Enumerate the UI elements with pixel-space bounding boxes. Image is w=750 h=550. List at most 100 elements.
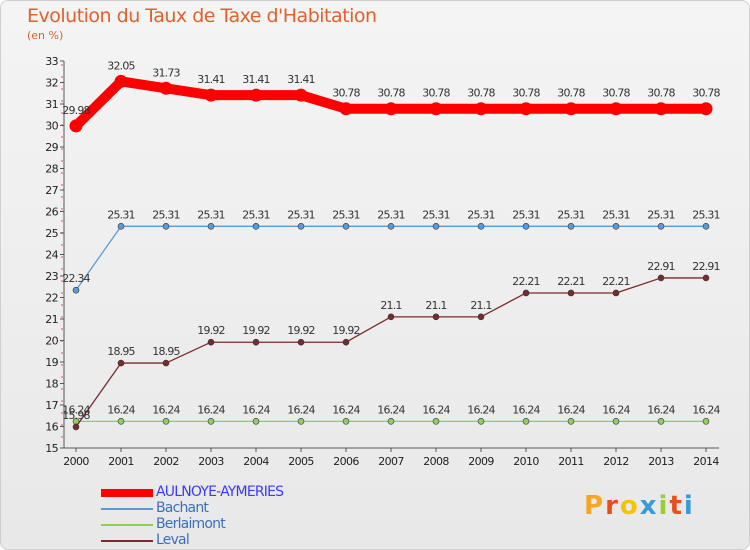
x-tick-label: 2008	[423, 455, 449, 468]
x-tick-label: 2002	[153, 455, 179, 468]
data-label-berlaimont: 16.24	[107, 403, 135, 416]
x-tick-label: 2014	[693, 455, 719, 468]
data-point-berlaimont	[477, 418, 485, 425]
data-point-aulnoye-aymeries	[609, 102, 623, 116]
data-label-aulnoye-aymeries: 30.78	[422, 87, 450, 100]
data-point-leval	[342, 338, 350, 346]
data-point-bachant	[297, 223, 305, 230]
data-label-berlaimont: 16.24	[422, 403, 450, 416]
chart-title: Evolution du Taux de Taxe d'Habitation	[27, 5, 377, 27]
x-axis-ticks: 2000 2001 2002 2003 2004 2005 2006 2007 2008 2009…	[63, 448, 720, 468]
y-tick-label: 28	[45, 163, 58, 176]
data-label-bachant: 25.31	[242, 208, 270, 221]
y-tick-label: 30	[45, 120, 58, 133]
data-label-berlaimont: 16.24	[692, 403, 720, 416]
legend-label-aulnoye-aymeries: AULNOYE-AYMERIES	[156, 484, 284, 500]
data-label-leval: 21.1	[380, 299, 401, 312]
data-point-bachant	[522, 223, 530, 230]
data-point-aulnoye-aymeries	[69, 119, 83, 133]
legend-label-leval: Leval	[156, 532, 190, 548]
legend-item-bachant: Bachant	[101, 500, 321, 517]
data-point-leval	[702, 274, 710, 282]
y-axis-ticks: 15 16 17 18 19 20 21 22 23 24 25 26 27 28 29 30 31 32 33	[45, 55, 64, 455]
x-tick-label: 2000	[63, 455, 89, 468]
y-tick-label: 32	[45, 77, 58, 90]
data-label-berlaimont: 16.24	[467, 403, 495, 416]
data-point-leval	[657, 274, 665, 282]
data-point-berlaimont	[117, 418, 125, 425]
legend-swatch-bachant	[101, 508, 153, 510]
data-label-aulnoye-aymeries: 30.78	[377, 87, 405, 100]
x-tick-label: 2007	[378, 455, 404, 468]
data-point-bachant	[657, 223, 665, 230]
data-point-aulnoye-aymeries	[294, 88, 308, 102]
data-point-berlaimont	[432, 418, 440, 425]
data-label-berlaimont: 16.24	[287, 403, 315, 416]
unit-label: (en %)	[27, 29, 64, 42]
x-tick-label: 2001	[108, 455, 134, 468]
data-label-aulnoye-aymeries: 31.41	[287, 73, 315, 86]
data-point-bachant	[252, 223, 260, 230]
data-point-leval	[252, 338, 260, 346]
y-tick-label: 20	[45, 335, 58, 348]
legend-swatch-berlaimont	[101, 524, 153, 526]
data-label-aulnoye-aymeries: 31.41	[197, 73, 225, 86]
legend-swatch-leval	[101, 540, 153, 542]
data-point-berlaimont	[387, 418, 395, 425]
legend-item-leval: Leval	[101, 532, 321, 549]
data-label-leval: 22.91	[647, 260, 675, 273]
logo-letter: i	[658, 491, 670, 521]
y-tick-label: 22	[45, 292, 58, 305]
data-label-bachant: 25.31	[467, 208, 495, 221]
data-point-bachant	[117, 223, 125, 230]
logo-letter: x	[639, 491, 659, 521]
y-tick-label: 27	[45, 184, 58, 197]
data-label-berlaimont: 16.24	[197, 403, 225, 416]
data-label-berlaimont: 16.24	[332, 403, 360, 416]
x-tick-label: 2003	[198, 455, 224, 468]
data-point-aulnoye-aymeries	[564, 102, 578, 116]
x-tick-label: 2012	[603, 455, 629, 468]
data-label-bachant: 25.31	[692, 208, 720, 221]
data-point-aulnoye-aymeries	[159, 81, 173, 95]
data-label-bachant: 25.31	[287, 208, 315, 221]
data-label-bachant: 25.31	[332, 208, 360, 221]
y-tick-label: 25	[45, 227, 58, 240]
logo-letter: t	[669, 491, 684, 521]
data-point-berlaimont	[207, 418, 215, 425]
data-point-leval	[612, 289, 620, 297]
data-label-bachant: 25.31	[107, 208, 135, 221]
series-layer	[69, 74, 713, 431]
data-point-berlaimont	[252, 418, 260, 425]
data-label-bachant: 22.34	[62, 272, 90, 285]
data-label-leval: 19.92	[287, 324, 315, 337]
y-tick-label: 16	[45, 421, 58, 434]
data-label-aulnoye-aymeries: 30.78	[647, 87, 675, 100]
data-point-bachant	[387, 223, 395, 230]
data-label-bachant: 25.31	[422, 208, 450, 221]
x-tick-label: 2004	[243, 455, 269, 468]
data-point-berlaimont	[657, 418, 665, 425]
x-tick-label: 2011	[558, 455, 584, 468]
data-point-aulnoye-aymeries	[339, 102, 353, 116]
logo-letter: i	[683, 491, 695, 521]
data-point-leval	[522, 289, 530, 297]
data-label-leval: 19.92	[242, 324, 270, 337]
data-point-aulnoye-aymeries	[114, 74, 128, 88]
data-point-leval	[297, 338, 305, 346]
data-point-berlaimont	[702, 418, 710, 425]
logo-letter: P	[584, 491, 606, 521]
data-label-aulnoye-aymeries: 30.78	[332, 87, 360, 100]
data-point-berlaimont	[297, 418, 305, 425]
x-tick-label: 2009	[468, 455, 494, 468]
axes	[61, 61, 719, 449]
y-tick-label: 17	[45, 399, 58, 412]
data-labels: 22.34 25.31 25.31 25.31 25.31 25.31 25.31 25.31…	[62, 59, 721, 422]
data-label-aulnoye-aymeries: 30.78	[602, 87, 630, 100]
data-point-leval	[72, 423, 80, 431]
data-label-aulnoye-aymeries: 30.78	[467, 87, 495, 100]
logo-letter: r	[605, 491, 620, 521]
data-point-bachant	[162, 223, 170, 230]
